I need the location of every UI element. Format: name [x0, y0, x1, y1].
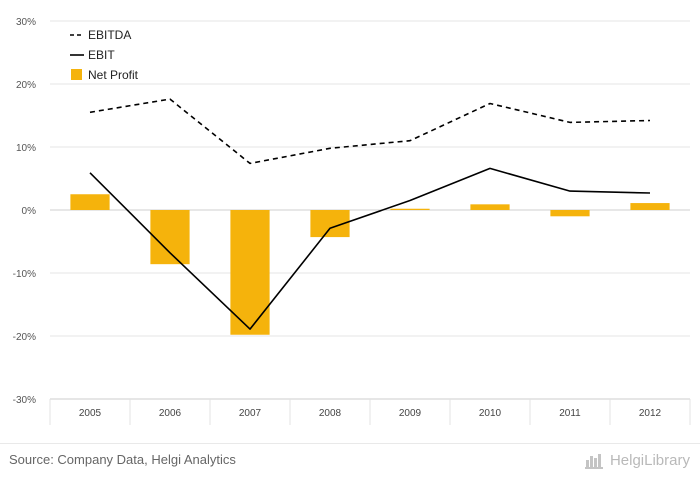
x-tick-label: 2005 — [79, 408, 102, 419]
x-tick-label: 2007 — [239, 408, 262, 419]
legend-swatch-net-profit — [71, 69, 82, 80]
legend-label-net-profit: Net Profit — [88, 68, 139, 82]
legend-label-ebit: EBIT — [88, 48, 115, 62]
y-tick-label: -10% — [13, 269, 36, 280]
net-profit-bar — [390, 208, 430, 210]
line-series — [89, 98, 651, 330]
ebitda-line — [89, 98, 651, 165]
x-tick-label: 2011 — [559, 408, 581, 419]
y-tick-label: -20% — [13, 332, 36, 343]
x-tick-label: 2010 — [479, 408, 502, 419]
chart-footer: Source: Company Data, Helgi Analytics He… — [0, 443, 700, 484]
legend-label-ebitda: EBITDA — [88, 28, 131, 42]
net-profit-bars — [70, 194, 670, 335]
x-axis: 2005 2006 2007 2008 2009 2010 2011 2012 — [49, 398, 691, 425]
x-tick-label: 2008 — [319, 408, 342, 419]
legend: EBITDA EBIT Net Profit — [70, 28, 139, 82]
source-note: Source: Company Data, Helgi Analytics — [9, 452, 236, 467]
y-tick-label: 20% — [16, 80, 36, 91]
net-profit-bar — [630, 203, 670, 210]
x-tick-label: 2006 — [159, 408, 182, 419]
y-tick-label: 30% — [16, 17, 36, 28]
brand-logo[interactable]: HelgiLibrary — [584, 450, 690, 470]
net-profit-bar — [150, 210, 190, 265]
net-profit-bar — [550, 210, 590, 217]
y-tick-label: 0% — [22, 206, 37, 217]
chart: 30% 20% 10% 0% -10% -20% -30% 2005 2006 2007 2008… — [13, 17, 691, 425]
x-tick-label: 2009 — [399, 408, 422, 419]
y-tick-label: -30% — [13, 395, 36, 406]
x-tick-label: 2012 — [639, 408, 662, 419]
y-axis-ticks: 30% 20% 10% 0% -10% -20% -30% — [13, 17, 36, 406]
net-profit-bar — [70, 194, 110, 210]
helgi-library-logo-icon — [584, 454, 603, 469]
brand-name: HelgiLibrary — [609, 451, 690, 469]
net-profit-bar — [230, 210, 270, 335]
gridlines — [50, 20, 690, 400]
net-profit-bar — [470, 204, 510, 210]
ebit-line — [89, 167, 651, 330]
y-tick-label: 10% — [16, 143, 36, 154]
